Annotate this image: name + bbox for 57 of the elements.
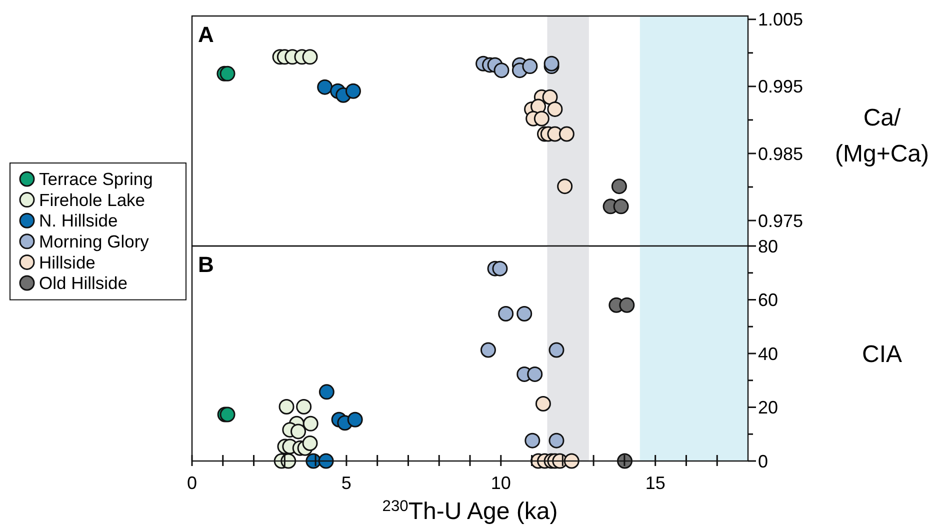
legend-label: Old Hillside	[39, 273, 128, 294]
point	[547, 101, 563, 117]
point	[498, 306, 514, 322]
point	[278, 398, 294, 414]
point	[347, 412, 363, 428]
x-axis-title: $^{230}$Th-U Age (ka)	[382, 498, 558, 525]
point	[345, 83, 361, 99]
point	[548, 432, 564, 448]
point	[480, 342, 496, 358]
point	[290, 424, 306, 440]
y-tick-label: 1.005	[758, 10, 804, 30]
y-tick-label: 20	[758, 398, 778, 418]
y-axis-title: Ca/ (Mg+Ca)	[834, 104, 930, 168]
point	[524, 432, 540, 448]
y-tick-label: 60	[758, 290, 778, 310]
point	[296, 398, 312, 414]
point	[522, 58, 538, 74]
point	[542, 89, 558, 105]
point	[318, 384, 334, 400]
point	[544, 56, 560, 72]
point	[613, 198, 629, 214]
y-tick-label: 0	[758, 451, 768, 472]
y-tick-label: 40	[758, 344, 778, 364]
x-tick-label: 10	[490, 473, 511, 493]
point	[302, 436, 318, 452]
point	[220, 66, 236, 82]
point	[318, 453, 334, 469]
y-tick-label: 80	[758, 236, 778, 256]
point	[527, 366, 543, 382]
point	[558, 126, 574, 142]
x-tick-label: 5	[341, 473, 352, 493]
y-axis-title: CIA	[862, 340, 902, 368]
point	[516, 306, 532, 322]
legend-label: Hillside	[39, 252, 96, 272]
point	[534, 110, 550, 126]
x-tick-label: 15	[645, 473, 666, 493]
point	[564, 453, 580, 469]
point	[302, 49, 318, 65]
point	[492, 260, 508, 276]
point	[611, 178, 627, 194]
chart-title: B	[198, 252, 214, 277]
y-tick-label: 0.975	[758, 210, 804, 231]
point	[494, 62, 510, 78]
point	[557, 178, 573, 194]
point	[548, 342, 564, 358]
legend-label: N. Hillside	[39, 210, 118, 231]
y-tick-label: 0.995	[758, 76, 804, 97]
legend-label: Morning Glory	[39, 232, 150, 252]
point	[317, 79, 333, 95]
chart-title: A	[198, 22, 214, 47]
point	[302, 416, 318, 432]
legend-label: Terrace Spring	[39, 169, 153, 190]
y-tick-label: 0.985	[758, 144, 804, 164]
point	[619, 297, 635, 313]
legend-label: Firehole Lake	[39, 190, 146, 210]
x-tick-label: 0	[186, 473, 198, 493]
point	[535, 396, 551, 412]
